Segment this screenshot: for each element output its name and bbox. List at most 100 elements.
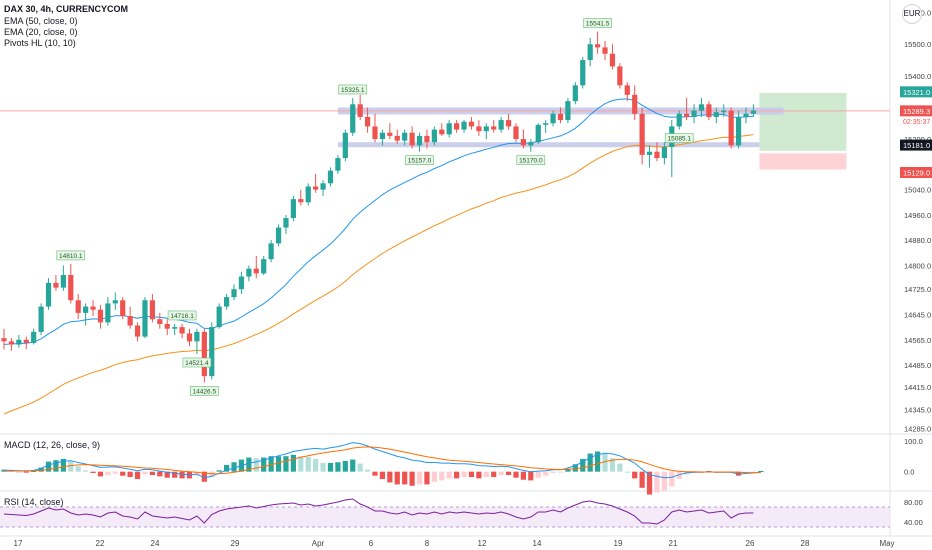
candle-body: [97, 309, 104, 323]
macd-histogram-bar: [164, 471, 170, 478]
candle-body: [342, 132, 348, 159]
candle-body: [572, 85, 578, 102]
macd-histogram-bar: [53, 460, 59, 472]
current-price-label: 15289.3: [903, 107, 930, 116]
candle-body: [439, 129, 445, 135]
candle-body: [735, 116, 742, 146]
chart-title: DAX 30, 4h, CURRENCYCOM: [4, 4, 129, 14]
candle-body: [698, 104, 705, 111]
macd-histogram-bar: [557, 471, 564, 473]
pivot-label-box: [56, 250, 86, 261]
candle-body: [172, 327, 178, 329]
candle-body: [505, 120, 512, 127]
macd-histogram-bar: [253, 458, 259, 472]
candle-body: [268, 243, 274, 260]
legend-ema50[interactable]: EMA (50, close, 0): [4, 16, 78, 26]
stop-price-label: 15129.0: [903, 169, 930, 178]
price-tick: 14800.0: [904, 261, 931, 270]
candle-body: [149, 300, 155, 320]
pivot-label: 14521.4: [185, 360, 209, 367]
price-tick: 14645.0: [904, 310, 931, 319]
candle-body: [1, 338, 7, 342]
macd-tick: 100.0: [904, 437, 923, 446]
macd-histogram-bar: [45, 461, 52, 472]
macd-histogram-bar: [305, 456, 311, 472]
macd-histogram-bar: [446, 471, 452, 479]
macd-histogram-bar: [127, 471, 133, 478]
candle-body: [261, 259, 267, 274]
macd-histogram-bar: [149, 471, 155, 476]
macd-histogram-bar: [224, 464, 230, 472]
pivot-label: 15085.1: [667, 136, 691, 143]
macd-histogram-bar: [513, 471, 519, 478]
current-price-label-box: [900, 105, 932, 117]
macd-histogram-bar: [379, 471, 386, 480]
macd-histogram-bar: [372, 471, 378, 476]
time-tick: 26: [746, 539, 755, 548]
support-zone: [337, 142, 760, 148]
macd-histogram-bar: [209, 471, 215, 478]
candle-body: [127, 316, 133, 326]
candle-body: [120, 300, 126, 317]
macd-histogram-bar: [268, 456, 274, 472]
candle-body: [721, 110, 727, 113]
time-tick: 22: [96, 539, 105, 548]
macd-histogram-bar: [216, 470, 222, 472]
candle-body: [394, 135, 400, 141]
candle-body: [105, 303, 111, 323]
macd-histogram-bar: [97, 471, 104, 477]
macd-histogram-bar: [120, 471, 126, 476]
candle-body: [216, 306, 222, 328]
time-tick: 19: [614, 539, 623, 548]
rsi-legend[interactable]: RSI (14, close): [4, 497, 64, 507]
time-tick: 24: [151, 539, 160, 548]
candle-body: [112, 300, 118, 304]
candle-body: [632, 94, 638, 114]
macd-histogram-bar: [498, 471, 504, 476]
legend-ema20[interactable]: EMA (20, close, 0): [4, 27, 78, 37]
macd-histogram-bar: [483, 471, 489, 478]
legend-pivots[interactable]: Pivots HL (10, 10): [4, 38, 76, 48]
macd-histogram-bar: [468, 471, 475, 478]
candle-body: [38, 306, 44, 332]
candle-body: [335, 158, 341, 171]
macd-histogram-bar: [335, 462, 341, 472]
candle-body: [350, 104, 356, 133]
price-tick: 15040.0: [904, 186, 931, 195]
candle-body: [684, 113, 690, 117]
currency-button[interactable]: EUR: [902, 4, 922, 24]
candle-body: [164, 323, 170, 329]
stop-zone: [759, 153, 847, 170]
candle-body: [446, 123, 452, 135]
candle-body: [142, 300, 148, 337]
candle-body: [90, 306, 96, 310]
candle-body: [179, 327, 185, 334]
time-tick: Apr: [312, 539, 325, 548]
macd-histogram-bar: [350, 459, 356, 472]
candle-body: [587, 44, 593, 61]
candle-body: [491, 126, 497, 130]
candle-body: [646, 151, 653, 155]
macd-histogram-bar: [454, 471, 460, 479]
macd-histogram-bar: [283, 456, 289, 472]
candle-body: [23, 339, 29, 343]
macd-legend[interactable]: MACD (12, 26, close, 9): [4, 440, 101, 450]
price-tick: 14960.0: [904, 211, 931, 220]
macd-histogram-bar: [320, 462, 326, 472]
candle-body: [83, 306, 89, 313]
pivot-label-box: [405, 155, 434, 166]
candle-body: [550, 113, 556, 124]
candle-body: [372, 126, 378, 140]
macd-histogram-bar: [201, 471, 207, 482]
stop-price-label-box: [900, 167, 932, 179]
candle-body: [513, 126, 519, 140]
price-tick: 14880.0: [904, 236, 931, 245]
macd-histogram-bar: [16, 471, 22, 473]
candle-body: [327, 170, 334, 184]
macd-histogram-bar: [290, 454, 296, 472]
macd-histogram-bar: [639, 471, 645, 488]
pivot-label-box: [664, 133, 694, 143]
rsi-tick: 80.00: [904, 498, 923, 507]
candle-body: [134, 325, 141, 337]
